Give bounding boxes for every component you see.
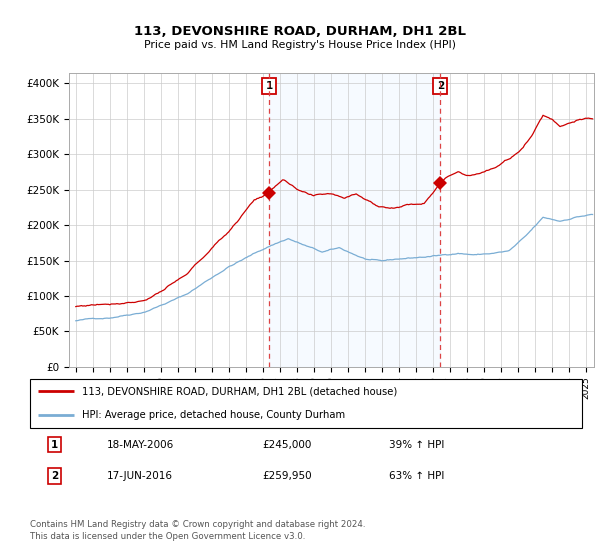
Text: 17-JUN-2016: 17-JUN-2016 [107,471,173,481]
Text: 1: 1 [51,440,58,450]
Text: 113, DEVONSHIRE ROAD, DURHAM, DH1 2BL (detached house): 113, DEVONSHIRE ROAD, DURHAM, DH1 2BL (d… [82,386,398,396]
Text: HPI: Average price, detached house, County Durham: HPI: Average price, detached house, Coun… [82,409,346,419]
Text: 1: 1 [265,81,272,91]
Bar [269,73,440,367]
Text: 18-MAY-2006: 18-MAY-2006 [107,440,175,450]
Text: Contains HM Land Registry data © Crown copyright and database right 2024.
This d: Contains HM Land Registry data © Crown c… [30,520,365,541]
Text: 63% ↑ HPI: 63% ↑ HPI [389,471,444,481]
Text: 39% ↑ HPI: 39% ↑ HPI [389,440,444,450]
Text: 2: 2 [437,81,444,91]
Text: £259,950: £259,950 [262,471,311,481]
Text: Price paid vs. HM Land Registry's House Price Index (HPI): Price paid vs. HM Land Registry's House … [144,40,456,50]
Text: 2: 2 [51,471,58,481]
FancyBboxPatch shape [30,379,582,428]
Text: £245,000: £245,000 [262,440,311,450]
Text: 113, DEVONSHIRE ROAD, DURHAM, DH1 2BL: 113, DEVONSHIRE ROAD, DURHAM, DH1 2BL [134,25,466,38]
